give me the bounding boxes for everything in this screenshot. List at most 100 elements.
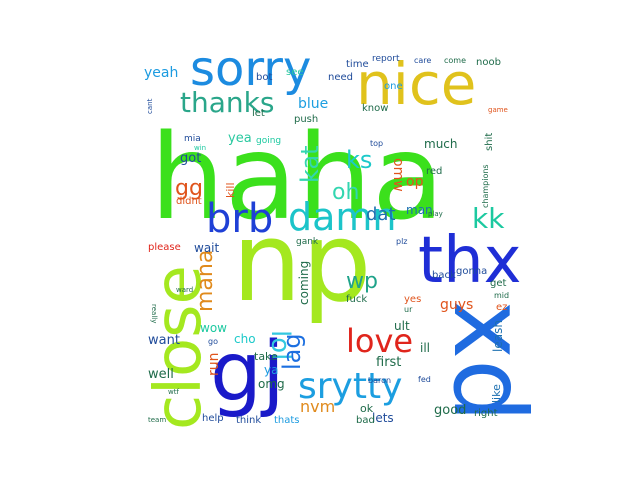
word-champions: champions [481,164,490,208]
word-didnt: didnt [176,196,202,207]
word-bad: bad [356,415,375,426]
word-got: got [180,151,201,166]
word-nvm: nvm [300,397,335,416]
word-srytty: srytty [298,366,402,407]
word-need: need [328,72,353,83]
word-fuck: fuck [346,294,367,305]
word-care: care [414,56,431,65]
word-report: report [372,54,400,64]
word-gank: gank [296,237,319,247]
word-much: much [424,137,458,151]
word-thanks: thanks [180,86,274,119]
word-think: think [236,415,261,426]
word-haha: haha [150,108,444,246]
word-good: good [434,403,466,418]
word-get: get [490,278,507,289]
word-ur: ur [404,305,413,314]
word-omw: omw [390,158,406,192]
word-mid: mid [494,291,509,300]
word-going: going [256,136,281,146]
word-go: go [208,337,218,346]
word-fed: fed [418,375,431,384]
word-let: let [252,108,265,119]
word-dat: dat [366,204,396,225]
word-blue: blue [298,96,328,112]
word-ks: ks [346,146,372,174]
word-really: really [150,304,158,323]
word-win: win [194,144,206,152]
word-thx: thx [418,224,522,298]
word-gj: gj [210,325,285,420]
word-lets: lets [372,411,394,425]
word-lol: lol [265,330,295,360]
word-shit: shit [484,133,495,151]
word-back: back [432,270,456,281]
word-wtf: wtf [168,388,179,396]
word-yes: yes [404,294,421,305]
word-like: like [490,384,503,403]
word-leash: leash [491,320,505,352]
word-wow: wow [200,321,227,335]
word-come: come [444,56,466,65]
word-op: op [406,174,424,190]
word-lag: lag [278,333,306,370]
word-right: right [474,408,498,419]
word-know: know [362,103,388,114]
word-team: team [148,416,166,424]
word-game: game [488,106,508,114]
word-ok: ok [360,402,374,415]
word-top: top [370,139,383,148]
word-time: time [346,59,369,70]
word-cho: cho [234,332,256,346]
word-coming: coming [297,261,311,305]
word-mana: mana [193,250,218,312]
word-yeah: yeah [144,65,178,81]
word-play: play [428,210,443,218]
word-brb: brb [206,196,273,242]
word-gonna: gonna [456,266,487,277]
word-kk: kk [472,202,505,235]
word-cant: cant [146,98,154,114]
word-oh: oh [332,180,359,205]
word-kat: kat [296,145,324,183]
word-thats: thats [274,415,300,426]
word-np: np [232,198,372,326]
word-close: close [142,265,216,430]
word-wait: wait [194,241,220,255]
word-mia: mia [184,134,201,144]
word-well: well [148,367,174,382]
word-baron: baron [368,376,391,385]
word-please: please [148,242,181,253]
word-ill: ill [420,341,430,355]
word-bot: bot [256,72,272,83]
word-xd: xd [431,300,548,423]
word-help: help [202,413,224,424]
word-ya: ya [264,363,278,377]
word-yea: yea [228,131,252,146]
word-red: red [426,166,442,177]
word-wp: wp [346,269,378,294]
word-nice: nice [356,50,476,118]
word-man: man [406,203,433,217]
word-want: want [148,333,180,348]
word-love: love [346,322,413,360]
word-sorry: sorry [190,41,311,97]
word-gg: gg [175,176,203,201]
word-damn: damn [288,195,397,239]
word-kill: kill [224,182,237,198]
word-run: run [206,352,222,376]
word-omg: omg [258,377,285,391]
word-take: take [254,350,278,363]
word-push: push [294,114,318,125]
word-first: first [376,355,401,370]
word-one: one [384,81,403,92]
word-see: see [286,67,304,78]
word-ez: ez [496,302,507,313]
word-ward: ward [176,286,193,294]
word-noob: noob [476,57,501,68]
word-ult: ult [394,319,410,333]
word-plz: plz [396,237,408,246]
